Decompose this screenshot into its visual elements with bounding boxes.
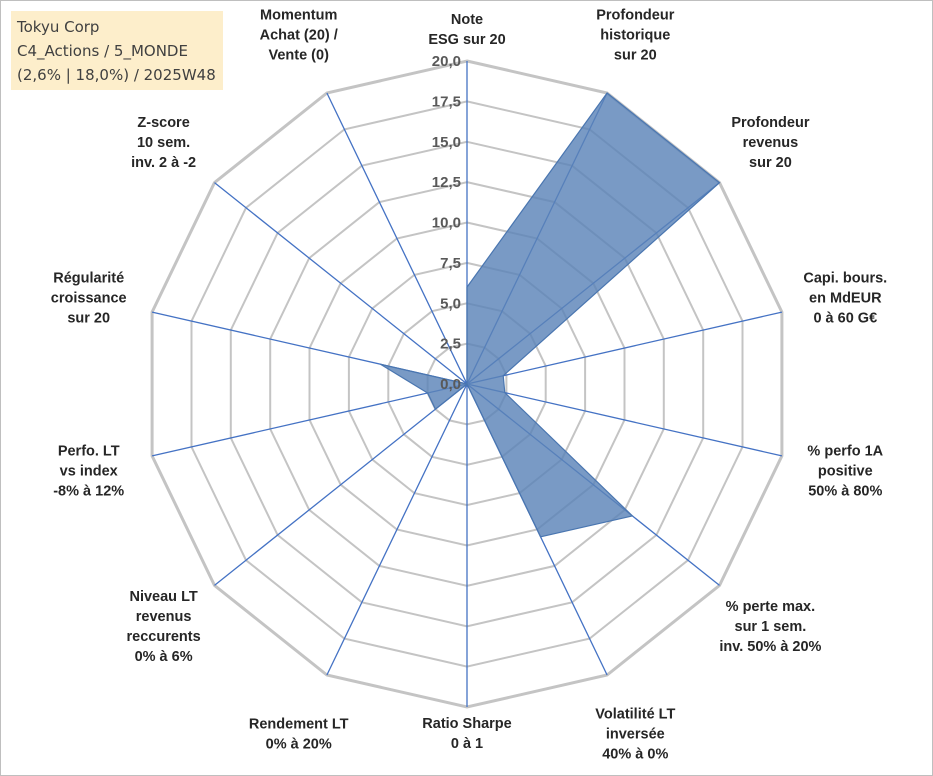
axis-spoke bbox=[466, 311, 783, 385]
tick-label: 7,5 bbox=[440, 255, 461, 272]
axis-label: Profondeur revenus sur 20 bbox=[731, 115, 809, 171]
axis-label: Régularité croissance sur 20 bbox=[51, 271, 127, 327]
axis-spoke bbox=[214, 182, 468, 385]
axis-spoke bbox=[326, 383, 468, 676]
tick-label: 5,0 bbox=[440, 295, 461, 312]
axis-label: Perfo. LT vs index -8% à 12% bbox=[53, 443, 124, 499]
axis-label: Capi. bours. en MdEUR 0 à 60 G€ bbox=[803, 271, 887, 327]
axis-label: Volatilité LT inversée 40% à 0% bbox=[595, 707, 675, 763]
company-name: Tokyu Corp bbox=[17, 18, 100, 36]
tick-label: 17,5 bbox=[432, 93, 461, 110]
axis-label: Z-score 10 sem. inv. 2 à -2 bbox=[131, 115, 196, 171]
tick-label: 15,0 bbox=[432, 134, 461, 151]
tick-label: 10,0 bbox=[432, 215, 461, 232]
axis-label: Momentum Achat (20) / Vente (0) bbox=[260, 7, 338, 63]
period-label: (2,6% | 18,0%) / 2025W48 bbox=[17, 66, 216, 84]
radar-series bbox=[380, 92, 721, 538]
axis-label: Ratio Sharpe 0 à 1 bbox=[422, 716, 511, 752]
axis-label: Rendement LT 0% à 20% bbox=[249, 717, 349, 753]
axis-label: Niveau LT revenus reccurents 0% à 6% bbox=[127, 589, 201, 665]
tick-label: 2,5 bbox=[440, 336, 461, 353]
tick-label: 0,0 bbox=[440, 376, 461, 393]
category-label: C4_Actions / 5_MONDE bbox=[17, 42, 188, 60]
axis-label: % perte max. sur 1 sem. inv. 50% à 20% bbox=[719, 599, 821, 655]
tick-label: 12,5 bbox=[432, 174, 461, 191]
axis-label: Note ESG sur 20 bbox=[428, 12, 505, 48]
series-area bbox=[380, 92, 721, 538]
radar-axis-labels: Note ESG sur 20 Profondeur historique sur 20… bbox=[51, 7, 887, 762]
axis-spoke bbox=[466, 383, 783, 457]
axis-label: Profondeur historique sur 20 bbox=[596, 7, 674, 63]
axis-spoke bbox=[151, 383, 468, 457]
axis-spoke bbox=[326, 92, 468, 385]
tick-label: 20,0 bbox=[432, 53, 461, 70]
axis-spoke bbox=[214, 383, 468, 586]
axis-label: % perfo 1A positive 50% à 80% bbox=[807, 443, 883, 499]
radar-tick-labels: 0,0 2,5 5,0 7,5 10,0 12,5 15,0 17,5 20,0 bbox=[432, 53, 461, 393]
chart-header-box: Tokyu Corp C4_Actions / 5_MONDE (2,6% | … bbox=[11, 11, 223, 90]
